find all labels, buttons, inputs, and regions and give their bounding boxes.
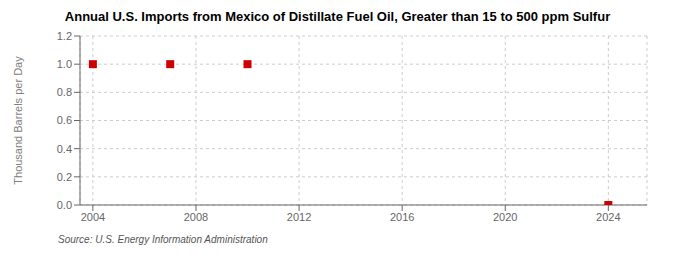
html-text:Source: U.S. Energy Informatio: Source: U.S. Energy Information Administ… [58, 234, 268, 245]
svg-text:0.6: 0.6 [57, 114, 72, 126]
svg-text:0.4: 0.4 [57, 143, 72, 155]
svg-text:2008: 2008 [184, 211, 208, 223]
svg-text:0.0: 0.0 [57, 199, 72, 211]
svg-text:1.2: 1.2 [57, 30, 72, 42]
svg-text:0.8: 0.8 [57, 86, 72, 98]
svg-text:0.2: 0.2 [57, 171, 72, 183]
svg-text:2024: 2024 [596, 211, 620, 223]
svg-text:1.0: 1.0 [57, 58, 72, 70]
svg-text:Thousand Barrels per Day: Thousand Barrels per Day [12, 56, 24, 185]
svg-text:2004: 2004 [81, 211, 105, 223]
svg-text:2012: 2012 [287, 211, 311, 223]
html-text:Annual U.S. Imports from Mexic: Annual U.S. Imports from Mexico of Disti… [64, 9, 611, 24]
svg-text:2020: 2020 [493, 211, 517, 223]
svg-text:2016: 2016 [390, 211, 414, 223]
